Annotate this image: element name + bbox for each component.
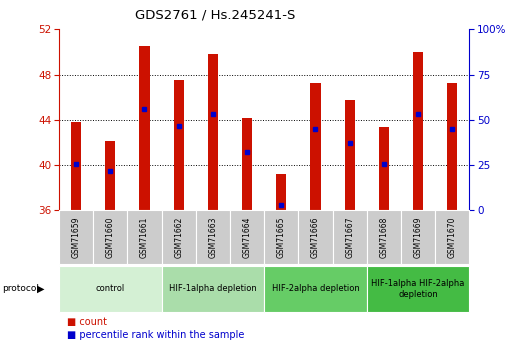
Bar [230,210,264,264]
Text: GSM71666: GSM71666 [311,216,320,258]
Bar [413,52,423,210]
Bar [162,266,264,312]
Bar [447,82,458,210]
Text: GSM71659: GSM71659 [72,216,81,258]
Bar [242,118,252,210]
Bar [401,210,435,264]
Text: GSM71661: GSM71661 [140,217,149,258]
Text: HIF-2alpha depletion: HIF-2alpha depletion [271,284,360,294]
Bar [59,210,93,264]
Text: GDS2761 / Hs.245241-S: GDS2761 / Hs.245241-S [135,9,295,22]
Bar [264,210,299,264]
Text: GSM71660: GSM71660 [106,216,115,258]
Bar [379,127,389,210]
Bar [196,210,230,264]
Text: HIF-1alpha depletion: HIF-1alpha depletion [169,284,257,294]
Text: GSM71670: GSM71670 [448,216,457,258]
Bar [367,266,469,312]
Text: ▶: ▶ [37,284,45,294]
Text: GSM71663: GSM71663 [208,216,218,258]
Bar [140,46,150,210]
Bar [310,82,321,210]
Text: GSM71668: GSM71668 [380,217,388,258]
Text: control: control [95,284,125,294]
Bar [299,210,332,264]
Text: GSM71664: GSM71664 [243,216,251,258]
Bar [345,99,355,210]
Bar [71,122,81,210]
Text: ■ percentile rank within the sample: ■ percentile rank within the sample [67,330,244,339]
Text: GSM71662: GSM71662 [174,217,183,258]
Bar [332,210,367,264]
Bar [208,54,218,210]
Bar [93,210,127,264]
Bar [162,210,196,264]
Text: GSM71665: GSM71665 [277,216,286,258]
Bar [105,141,115,210]
Text: GSM71669: GSM71669 [413,216,423,258]
Text: ■ count: ■ count [67,317,107,326]
Text: GSM71667: GSM71667 [345,216,354,258]
Bar [276,174,286,210]
Bar [435,210,469,264]
Text: HIF-1alpha HIF-2alpha
depletion: HIF-1alpha HIF-2alpha depletion [371,279,465,299]
Bar [59,266,162,312]
Bar [173,80,184,210]
Bar [367,210,401,264]
Bar [127,210,162,264]
Text: protocol: protocol [3,284,40,293]
Bar [264,266,367,312]
